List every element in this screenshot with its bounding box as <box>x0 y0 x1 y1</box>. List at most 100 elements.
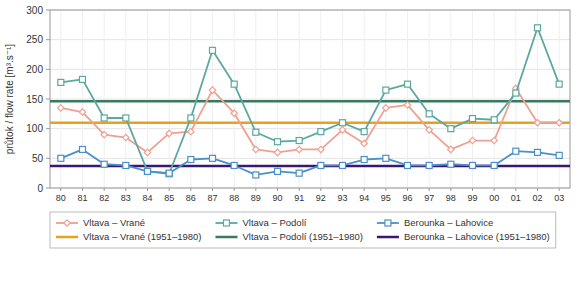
point <box>123 162 129 168</box>
x-tick-label: 83 <box>121 193 131 203</box>
x-tick-label: 97 <box>424 193 434 203</box>
grid-line-y <box>50 128 570 129</box>
x-tick-label: 94 <box>359 193 369 203</box>
series <box>58 146 562 178</box>
series <box>58 85 563 155</box>
point <box>556 152 562 158</box>
point <box>470 116 476 122</box>
legend-label: Berounka – Lahovice <box>404 217 493 228</box>
grid <box>50 10 570 188</box>
legend-handle <box>215 236 237 239</box>
point <box>513 148 519 154</box>
point <box>231 162 237 168</box>
y-tick <box>46 39 50 40</box>
y-tick <box>46 69 50 70</box>
point <box>58 155 64 161</box>
grid-line-x <box>429 10 430 188</box>
x-tick <box>320 188 321 191</box>
x-tick <box>234 188 235 191</box>
x-tick <box>407 188 408 191</box>
point <box>448 146 454 152</box>
data <box>50 25 570 178</box>
point <box>296 146 302 152</box>
point <box>318 162 324 168</box>
legend-marker <box>223 220 229 226</box>
legend-handle <box>377 236 399 239</box>
point <box>513 90 519 96</box>
y-tick <box>46 188 50 189</box>
grid-line-y <box>50 39 570 40</box>
point <box>231 81 237 87</box>
x-tick-label: 81 <box>77 193 87 203</box>
point <box>448 161 454 167</box>
point <box>491 162 497 168</box>
grid-line-x <box>407 10 408 188</box>
point <box>404 102 410 108</box>
x-tick <box>450 188 451 191</box>
grid-line-x <box>472 10 473 188</box>
point <box>491 117 497 123</box>
x-tick <box>364 188 365 191</box>
x-tick-label: 84 <box>142 193 152 203</box>
legend-item: Berounka – Lahovice <box>377 217 493 228</box>
point <box>535 25 541 31</box>
y-tick-label: 150 <box>26 94 43 105</box>
point <box>340 120 346 126</box>
grid-line-x <box>82 10 83 188</box>
x-tick-label: 99 <box>467 193 477 203</box>
point <box>383 105 389 111</box>
point <box>426 111 432 117</box>
legend: Vltava – VranéVltava – PodolíBerounka – … <box>50 212 556 248</box>
x-tick <box>494 188 495 191</box>
point <box>58 79 64 85</box>
point <box>80 146 86 152</box>
plot-frame <box>50 10 570 188</box>
grid-line-x <box>342 10 343 188</box>
point <box>231 110 237 116</box>
point <box>253 146 259 152</box>
legend-marker <box>385 220 391 226</box>
point <box>274 149 280 155</box>
point <box>123 134 129 140</box>
x-tick <box>342 188 343 191</box>
reference-line <box>50 100 570 103</box>
point <box>123 115 129 121</box>
point <box>101 131 107 137</box>
y-axis: 050100150200250300 <box>26 5 50 194</box>
series-line <box>61 28 559 174</box>
point <box>209 87 215 93</box>
y-tick-label: 50 <box>32 153 44 164</box>
legend-label: Vltava – Podolí <box>242 217 306 228</box>
series <box>58 25 562 177</box>
point <box>188 157 194 163</box>
point <box>491 137 497 143</box>
legend-label: Berounka – Lahovice (1951–1980) <box>404 231 550 242</box>
x-tick-label: 86 <box>186 193 196 203</box>
point <box>80 76 86 82</box>
legend-handle <box>56 236 78 239</box>
point <box>426 127 432 133</box>
x-tick-label: 82 <box>99 193 109 203</box>
legend-frame <box>50 212 556 248</box>
point <box>361 140 367 146</box>
point <box>145 168 151 174</box>
point <box>383 87 389 93</box>
point <box>253 172 259 178</box>
x-tick <box>60 188 61 191</box>
grid-line-x <box>494 10 495 188</box>
x-tick <box>104 188 105 191</box>
grid-line-y <box>50 69 570 70</box>
point <box>210 155 216 161</box>
y-tick-label: 100 <box>26 123 43 134</box>
point <box>361 129 367 135</box>
point <box>58 105 64 111</box>
grid-line-x <box>320 10 321 188</box>
legend-label: Vltava – Podolí (1951–1980) <box>242 231 362 242</box>
legend-item: Vltava – Vrané (1951–1980) <box>56 231 201 242</box>
point <box>101 115 107 121</box>
y-tick <box>46 128 50 129</box>
x-tick-label: 03 <box>554 193 564 203</box>
point <box>144 149 150 155</box>
x-tick-label: 80 <box>56 193 66 203</box>
x-tick-label: 96 <box>402 193 412 203</box>
